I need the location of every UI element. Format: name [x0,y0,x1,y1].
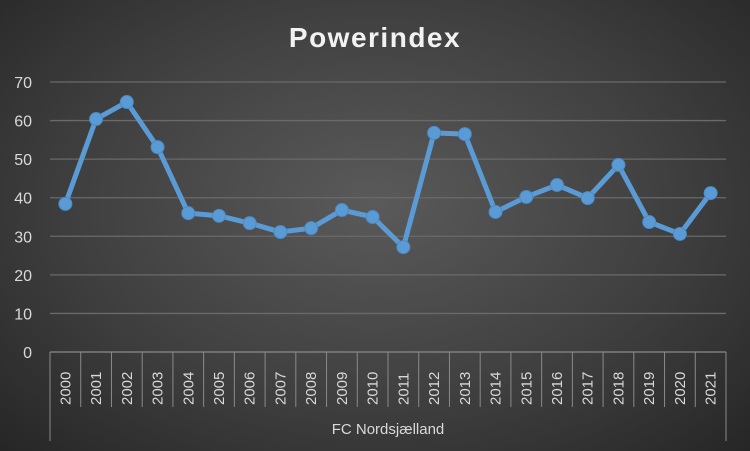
x-tick-label: 2009 [334,372,351,405]
data-point [611,157,626,172]
x-tick-label: 2018 [610,372,627,405]
data-point [488,204,503,219]
data-point [242,216,257,231]
data-point [365,210,380,224]
data-point [181,206,196,221]
x-tick-label: 2020 [672,372,689,405]
x-tick-label: 2013 [457,372,474,405]
series-line [63,99,713,250]
x-tick-label: 2004 [180,372,197,405]
x-tick-label: 2012 [426,372,443,405]
data-point [427,125,442,140]
x-tick-label: 2015 [518,372,535,405]
data-point [119,95,134,110]
y-tick-label: 20 [14,268,32,285]
y-tick-label: 50 [14,152,32,169]
x-tick-label: 2006 [242,372,259,405]
x-tick-label: 2001 [88,372,105,405]
data-point [457,127,472,142]
y-tick-label: 60 [14,114,32,131]
data-point [550,177,564,192]
data-point [703,186,718,201]
data-point [304,221,319,236]
x-tick-label: 2021 [703,372,720,405]
data-point [396,240,411,255]
data-point [212,208,226,223]
x-tick-label: 2019 [641,372,658,405]
y-tick-label: 30 [14,229,32,246]
x-tick-label: 2017 [580,372,597,405]
data-point [89,112,104,127]
x-tick-label: 2014 [488,372,505,405]
x-tick-label: 2007 [272,372,289,405]
x-tick-label: 2000 [57,372,74,405]
data-point [580,191,595,206]
x-axis-label: FC Nordsjælland [332,421,445,438]
y-tick-label: 70 [14,75,32,92]
x-tick-label: 2011 [395,373,412,405]
data-point [273,225,288,240]
x-tick-label: 2003 [150,372,167,405]
data-point [334,203,349,218]
data-point [58,196,73,211]
x-tick-label: 2016 [549,372,566,405]
data-point [150,140,165,155]
x-tick-label: 2010 [365,372,382,405]
y-tick-label: 10 [14,306,32,323]
x-tick-label: 2002 [119,372,136,405]
y-tick-label: 0 [23,345,32,362]
data-point [642,215,657,230]
data-point [519,189,534,204]
data-point [672,226,687,241]
y-tick-label: 40 [14,191,32,208]
x-tick-label: 2008 [303,372,320,405]
x-tick-label: 2005 [211,372,228,405]
chart-title: Powerindex [289,22,461,53]
